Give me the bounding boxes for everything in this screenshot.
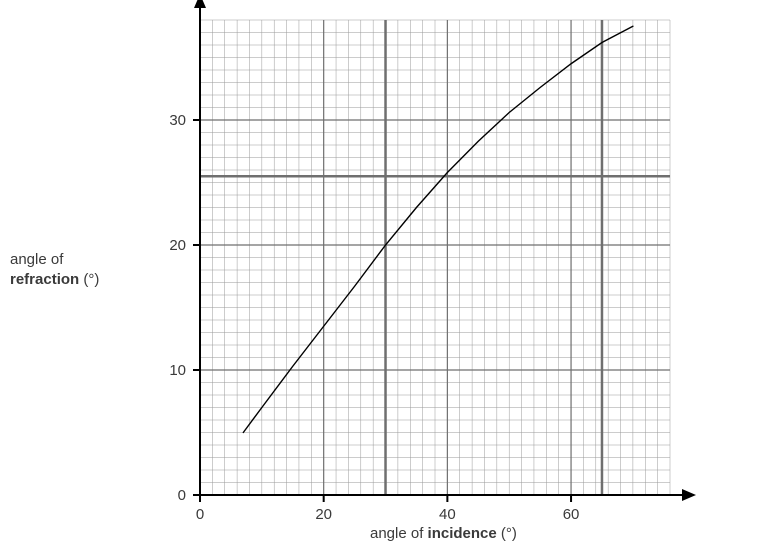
svg-text:0: 0: [178, 487, 186, 504]
y-label-line1: angle of: [10, 251, 63, 268]
x-label-post: (°): [497, 525, 517, 542]
y-label-post: (°): [79, 271, 99, 288]
svg-text:10: 10: [169, 362, 186, 379]
refraction-chart: 0 20 40 60 0 10 20 30 angle of refraction (°) a…: [0, 0, 766, 556]
svg-text:60: 60: [563, 506, 580, 523]
svg-text:30: 30: [169, 112, 186, 129]
y-label-bold: refraction: [10, 271, 79, 288]
chart-svg: 0 20 40 60 0 10 20 30: [0, 0, 766, 556]
x-axis-label: angle of incidence (°): [370, 525, 517, 542]
x-label-bold: incidence: [428, 525, 497, 542]
svg-text:20: 20: [315, 506, 332, 523]
y-axis-label: angle of refraction (°): [10, 250, 99, 289]
svg-text:40: 40: [439, 506, 456, 523]
x-label-pre: angle of: [370, 525, 428, 542]
svg-text:20: 20: [169, 237, 186, 254]
svg-text:0: 0: [196, 506, 204, 523]
